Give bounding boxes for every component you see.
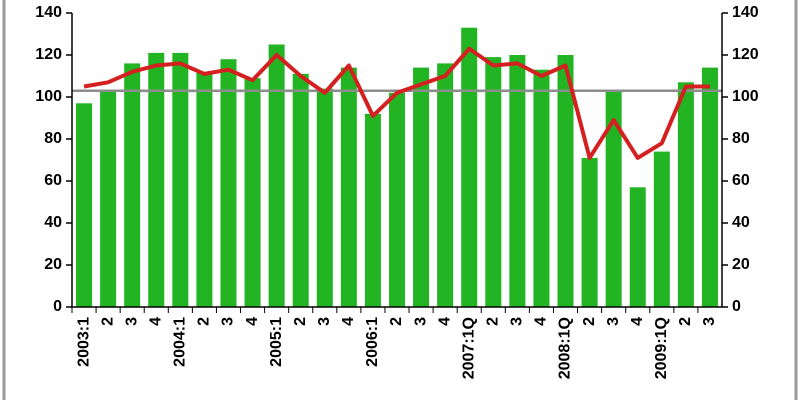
bar (268, 44, 285, 307)
x-tick-label: 3 (605, 317, 622, 326)
bar (316, 88, 333, 307)
x-tick-label: 3 (220, 317, 237, 326)
bar (100, 90, 117, 307)
x-tick-label: 2007:1Q (460, 317, 477, 379)
bar (509, 55, 526, 307)
bar (292, 73, 309, 308)
bar (124, 63, 141, 308)
x-tick-label: 3 (509, 317, 526, 326)
x-tick-label: 4 (147, 317, 164, 326)
y2-tick-label: 140 (732, 4, 759, 21)
x-tick-label: 3 (123, 317, 140, 326)
x-tick-label: 4 (436, 317, 453, 326)
bar (581, 157, 598, 307)
bar (701, 67, 718, 307)
bar (557, 55, 574, 307)
y-tick-label: 80 (44, 130, 62, 147)
x-tick-label: 3 (412, 317, 429, 326)
bar (437, 63, 454, 308)
x-tick-label: 2 (485, 317, 502, 326)
y2-tick-label: 40 (732, 214, 750, 231)
bar (485, 57, 502, 307)
x-tick-label: 2 (196, 317, 213, 326)
y2-tick-label: 120 (732, 46, 759, 63)
x-tick-label: 2005:1 (268, 317, 285, 367)
x-tick-label: 2009:1Q (653, 317, 670, 379)
bar (629, 187, 646, 307)
line (83, 46, 710, 160)
y2-tick-label: 60 (732, 172, 750, 189)
bar (677, 82, 694, 307)
bar (196, 71, 213, 307)
y2-tick-label: 100 (732, 88, 759, 105)
bar (244, 78, 261, 307)
bar (148, 52, 165, 308)
y2-tick-label: 20 (732, 256, 750, 273)
x-tick-label: 2 (581, 317, 598, 326)
bar (413, 67, 430, 307)
y-tick-label: 40 (44, 214, 62, 231)
x-tick-label: 3 (316, 317, 333, 326)
y-tick-label: 60 (44, 172, 62, 189)
x-tick-label: 4 (629, 317, 646, 326)
x-tick-label: 2008:1Q (557, 317, 574, 379)
x-tick-label: 2 (99, 317, 116, 326)
y-tick-label: 120 (35, 46, 62, 63)
x-tick-label: 4 (244, 317, 261, 326)
bar (653, 151, 670, 307)
y-tick-label: 20 (44, 256, 62, 273)
x-tick-label: 2003:1 (75, 317, 92, 367)
x-tick-label: 2006:1 (364, 317, 381, 367)
x-tick-label: 4 (533, 317, 550, 326)
bar (461, 27, 478, 307)
y2-tick-label: 0 (732, 298, 741, 315)
x-tick-label: 3 (701, 317, 718, 326)
bar (340, 67, 357, 307)
bar (220, 59, 237, 308)
bar (76, 103, 93, 307)
y-tick-label: 100 (35, 88, 62, 105)
x-tick-label: 2004:1 (172, 317, 189, 367)
bar (364, 113, 381, 307)
bar (533, 69, 550, 307)
y-tick-label: 140 (35, 4, 62, 21)
y2-tick-label: 80 (732, 130, 750, 147)
bar (605, 90, 622, 307)
x-tick-label: 2 (388, 317, 405, 326)
y-tick-label: 0 (53, 298, 62, 315)
x-tick-label: 2 (292, 317, 309, 326)
bar (389, 92, 405, 307)
bar (172, 52, 189, 308)
x-tick-label: 2 (677, 317, 694, 326)
x-tick-label: 4 (340, 317, 357, 326)
